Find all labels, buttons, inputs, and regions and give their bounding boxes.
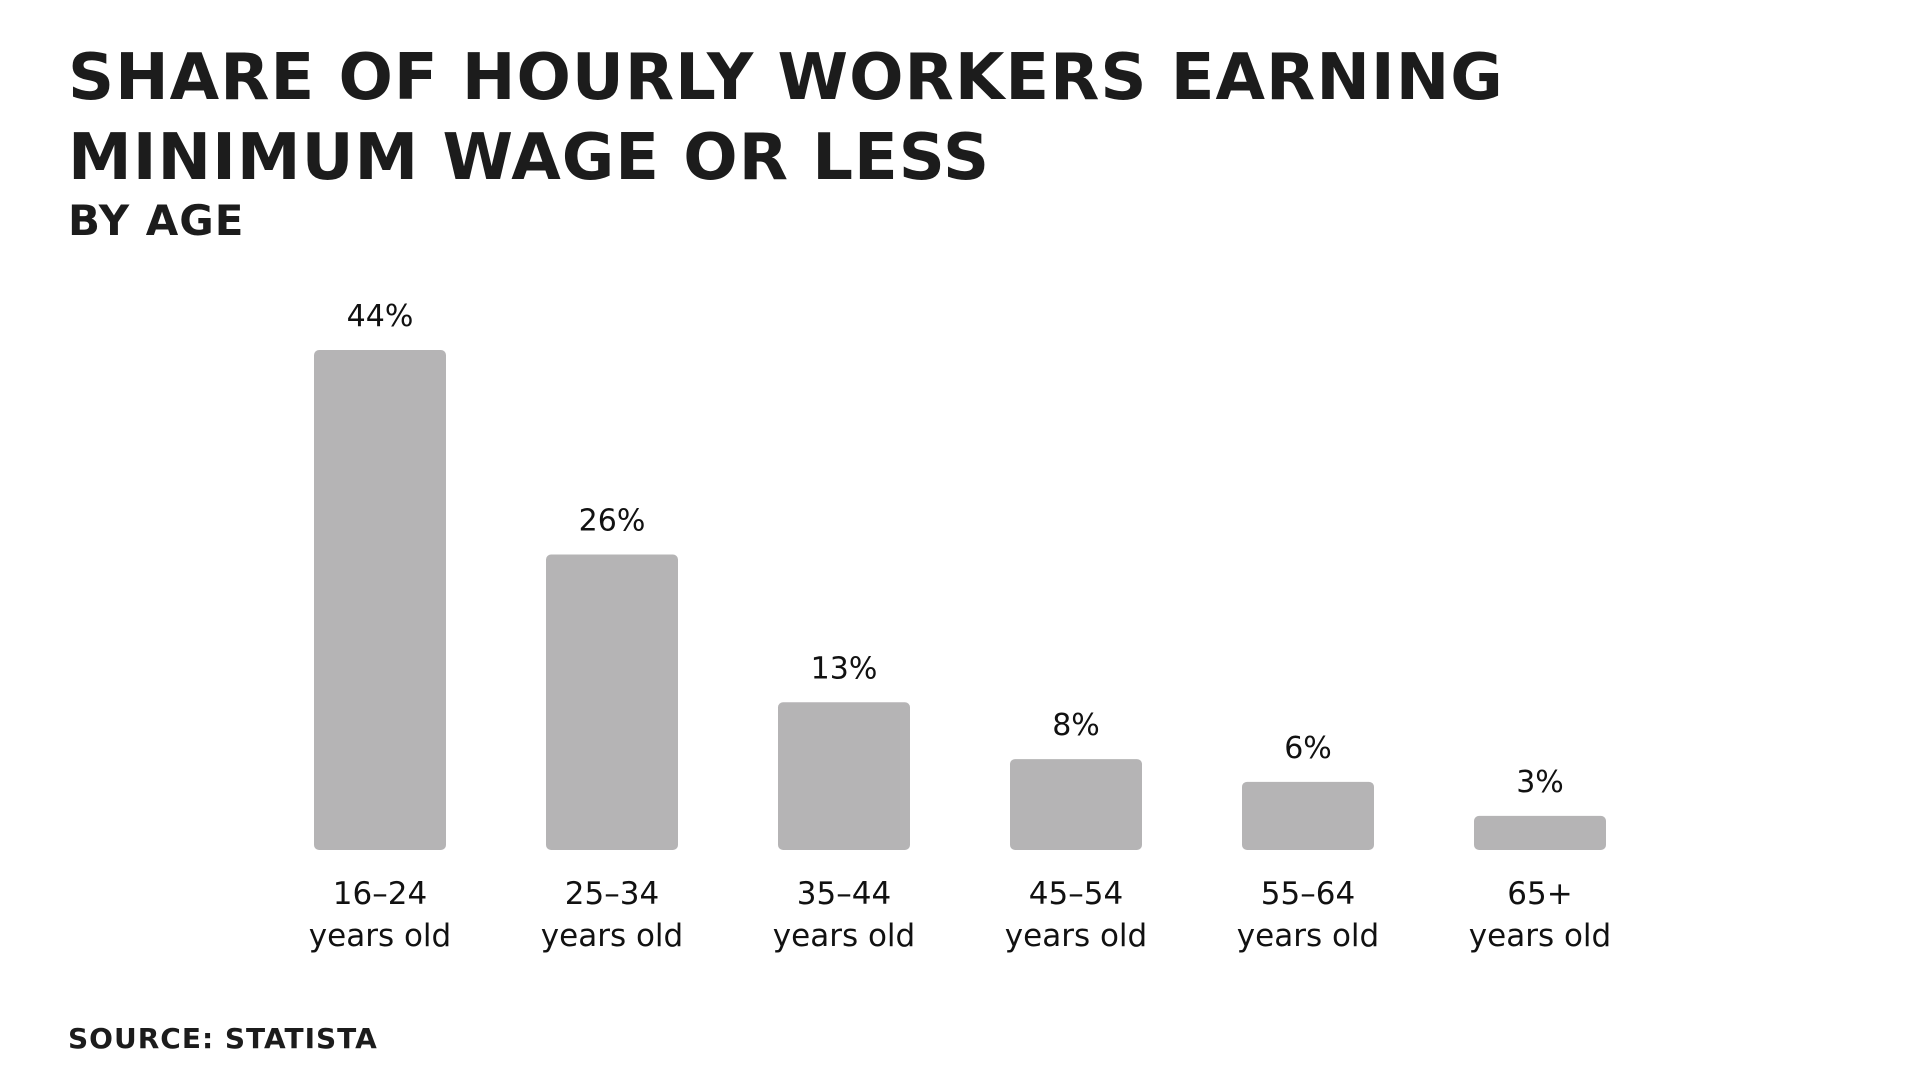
category-label-line: years old [309, 918, 451, 954]
value-label-5: 3% [1516, 765, 1564, 800]
value-label-1: 26% [579, 504, 646, 539]
category-label-5: 65+ years old [1469, 876, 1611, 954]
value-label-3: 8% [1052, 708, 1100, 743]
bar-1 [546, 554, 678, 850]
bar-chart: 44% 16–24 years old 26% 25–34 years old 13% 35–… [309, 299, 1611, 954]
category-label-line: years old [1237, 918, 1379, 954]
chart-title-line-1: SHARE OF HOURLY WORKERS EARNING [68, 41, 1504, 115]
category-label-line: 16–24 [333, 876, 427, 912]
category-label-3: 45–54 years old [1005, 876, 1147, 954]
chart-title-line-2: MINIMUM WAGE OR LESS [68, 121, 991, 195]
category-label-line: years old [1469, 918, 1611, 954]
bar-3 [1010, 759, 1142, 850]
category-label-line: years old [1005, 918, 1147, 954]
category-label-0: 16–24 years old [309, 876, 451, 954]
category-label-2: 35–44 years old [773, 876, 915, 954]
category-label-line: 55–64 [1261, 876, 1355, 912]
value-label-2: 13% [811, 651, 878, 686]
category-label-line: 25–34 [565, 876, 659, 912]
bar-4 [1242, 781, 1374, 850]
value-label-0: 44% [347, 299, 414, 334]
bar-0 [314, 350, 446, 850]
category-label-line: 45–54 [1029, 876, 1123, 912]
category-label-line: years old [541, 918, 683, 954]
value-label-4: 6% [1284, 731, 1332, 766]
bar-5 [1474, 815, 1606, 850]
category-label-line: 35–44 [797, 876, 891, 912]
category-label-line: years old [773, 918, 915, 954]
source-note: SOURCE: STATISTA [68, 1022, 378, 1055]
category-label-4: 55–64 years old [1237, 876, 1379, 954]
category-label-1: 25–34 years old [541, 876, 683, 954]
chart-subtitle: BY AGE [68, 196, 245, 245]
category-label-line: 65+ [1507, 876, 1572, 912]
bar-2 [778, 702, 910, 850]
chart-title: SHARE OF HOURLY WORKERS EARNING MINIMUM … [68, 38, 1504, 198]
